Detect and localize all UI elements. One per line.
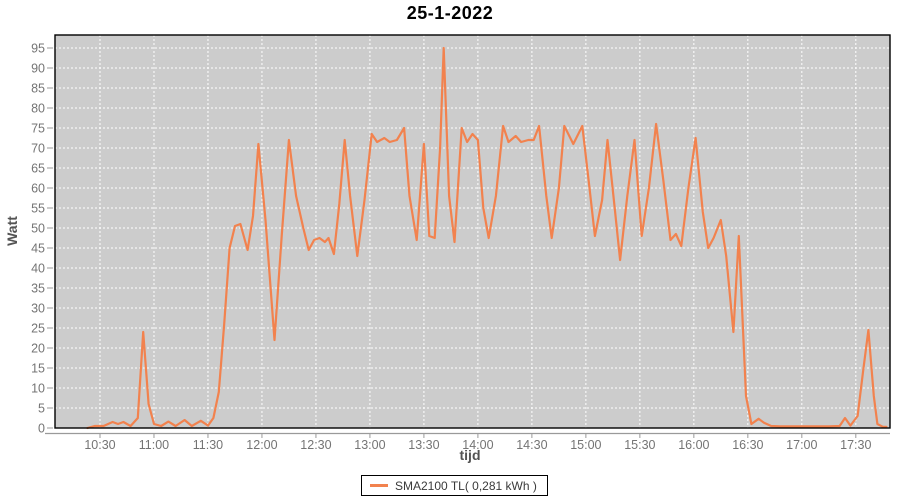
plot-border [54, 34, 891, 429]
x-tick-label: 13:30 [408, 438, 439, 452]
y-tick-label: 90 [31, 62, 45, 76]
x-tick-label: 11:30 [193, 438, 223, 452]
x-tick-label: 15:00 [570, 438, 601, 452]
x-tick-label: 13:00 [354, 438, 385, 452]
legend: SMA2100 TL( 0,281 kWh ) [361, 475, 548, 496]
x-tick-label: 10:30 [84, 438, 115, 452]
y-axis-title: Watt [4, 216, 20, 246]
plot-border-layer [54, 34, 891, 429]
x-tick-label: 15:30 [624, 438, 655, 452]
plot-background [55, 35, 890, 428]
x-tick-label: 14:30 [516, 438, 547, 452]
y-tick-label: 95 [31, 42, 45, 56]
gridline-layer [55, 35, 890, 428]
x-tick-label: 11:00 [139, 438, 169, 452]
y-tick-label: 20 [31, 342, 45, 356]
y-tick-label: 65 [31, 162, 45, 176]
x-axis-title: tijd [460, 447, 481, 463]
y-tick-label: 10 [31, 382, 45, 396]
x-tick-label: 17:30 [840, 438, 871, 452]
y-tick-label: 30 [31, 302, 45, 316]
legend-line-swatch [370, 484, 388, 487]
y-tick-label: 80 [31, 102, 45, 116]
chart-title: 25-1-2022 [406, 3, 494, 23]
y-tick-label: 25 [31, 322, 45, 336]
axis-layer: 0 5 10 15 20 25 30 35 40 45 50 55 60 65 70 75 80 85 90 95 10… [31, 42, 890, 452]
legend-label: SMA2100 TL( 0,281 kWh ) [395, 478, 537, 493]
y-tick-label: 85 [31, 82, 45, 96]
y-tick-label: 35 [31, 282, 45, 296]
y-tick-label: 60 [31, 182, 45, 196]
y-tick-label: 0 [38, 422, 45, 436]
y-tick-label: 70 [31, 142, 45, 156]
series-line [86, 46, 888, 430]
x-tick-label: 16:00 [678, 438, 709, 452]
series-layer [86, 46, 888, 430]
x-tick-label: 16:30 [732, 438, 763, 452]
y-tick-label: 50 [31, 222, 45, 236]
y-tick-label: 15 [31, 362, 45, 376]
y-tick-label: 5 [38, 402, 45, 416]
y-tick-label: 45 [31, 242, 45, 256]
y-tick-label: 55 [31, 202, 45, 216]
plot-background-layer [55, 35, 890, 428]
x-tick-label: 12:30 [300, 438, 331, 452]
x-tick-label: 17:00 [786, 438, 817, 452]
x-tick-label: 12:00 [246, 438, 277, 452]
y-tick-label: 40 [31, 262, 45, 276]
y-tick-label: 75 [31, 122, 45, 136]
x-tick-label: 14:00 [462, 438, 493, 452]
